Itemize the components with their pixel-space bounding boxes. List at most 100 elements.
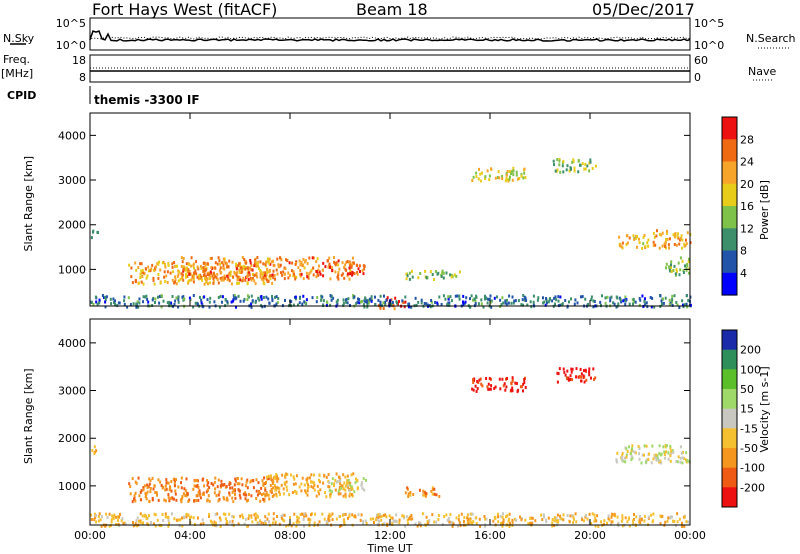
power-echo-cell [592,305,595,309]
power-echo-cell [343,265,345,269]
velocity-echo-cell [277,477,280,481]
velocity-echo-cell [139,498,142,502]
power-echo-cell [653,235,656,239]
velocity-echo-cell [285,524,288,528]
power-echo-cell [232,275,235,279]
velocity-echo-cell [337,492,340,496]
velocity-echo-cell [505,385,508,389]
velocity-echo-cell [344,488,347,492]
power-echo-cell [334,263,337,267]
nave-tick: 60 [694,54,708,67]
power-echo-cell [511,178,514,182]
power-echo-cell [221,300,223,304]
velocity-echo-cell [331,512,334,516]
power-echo-cell [300,260,303,264]
velocity-echo-cell [149,487,152,490]
velocity-echo-cell [201,492,204,496]
velocity-echo-cell [615,460,618,464]
power-echo-cell [484,177,487,180]
power-echo-cell [264,271,267,275]
velocity-echo-cell [90,518,93,521]
velocity-echo-cell [667,451,670,455]
velocity-colorbar-tick: -15 [740,422,758,435]
power-echo-cell [665,262,668,266]
power-echo-cell [227,265,230,269]
velocity-echo-cell [232,515,235,519]
power-echo-cell [271,295,273,298]
power-echo-cell [174,275,177,279]
power-echo-cell [332,296,335,300]
velocity-echo-cell [471,512,474,516]
power-colorbar-tick: 16 [740,200,754,213]
power-echo-cell [190,264,193,268]
power-echo-cell [277,263,280,267]
power-echo-cell [592,299,595,303]
power-echo-cell [673,294,676,298]
velocity-echo-cell [511,378,514,382]
power-echo-cell [642,235,645,239]
power-echo-cell [272,276,275,280]
power-echo-cell [200,266,203,270]
power-echo-cell [171,278,174,282]
power-echo-cell [275,295,278,299]
velocity-echo-cell [186,492,189,496]
power-echo-cell [348,266,351,270]
power-echo-cell [217,281,220,285]
power-echo-cell [475,175,478,179]
power-echo-cell [639,298,642,302]
power-echo-cell [271,281,274,285]
velocity-colorbar-tick: -50 [740,442,758,455]
velocity-echo-cell [354,481,357,485]
power-echo-cell [674,232,677,236]
power-echo-cell [277,297,280,300]
power-echo-cell [140,262,143,266]
power-echo-cell [619,243,622,247]
velocity-echo-cell [508,525,511,528]
velocity-echo-cell [529,517,532,520]
power-echo-cell [246,281,249,285]
velocity-echo-cell [562,367,565,371]
power-echo-cell [259,272,262,276]
velocity-echo-cell [621,514,624,518]
velocity-echo-cell [339,515,342,518]
power-echo-cell [304,259,307,262]
power-echo-cell [223,274,226,278]
power-echo-cell [212,281,215,285]
velocity-echo-cell [110,518,113,522]
power-echo-cell [139,262,142,266]
power-echo-cell [280,258,283,262]
velocity-echo-cell [309,518,312,522]
power-echo-cell [405,272,408,276]
power-echo-cell [250,302,253,306]
velocity-echo-cell [146,486,149,489]
power-echo-cell [344,299,347,302]
power-echo-cell [216,272,219,276]
power-y-tick-label: 3000 [58,174,86,187]
power-echo-cell [345,261,348,264]
velocity-echo-cell [183,515,185,519]
power-echo-cell [214,261,217,265]
velocity-echo-cell [470,512,473,516]
power-echo-cell [615,295,618,299]
velocity-echo-cell [607,514,610,518]
power-echo-cell [226,262,228,266]
velocity-echo-cell [313,483,316,487]
velocity-echo-cell [425,515,428,519]
power-echo-cell [498,176,501,180]
power-echo-cell [465,296,468,300]
velocity-echo-cell [93,518,96,522]
power-echo-cell [379,303,382,307]
power-echo-cell [356,272,359,276]
power-echo-cell [351,273,354,277]
velocity-echo-cell [670,449,673,453]
power-echo-cell [623,298,626,302]
power-echo-cell [273,274,276,278]
power-echo-cell [242,299,245,303]
velocity-echo-cell [388,514,391,518]
velocity-echo-cell [486,385,489,389]
velocity-echo-cell [285,472,288,476]
velocity-echo-cell [180,476,183,480]
power-echo-cell [200,298,203,302]
velocity-echo-cell [163,498,166,502]
power-echo-cell [194,301,197,305]
